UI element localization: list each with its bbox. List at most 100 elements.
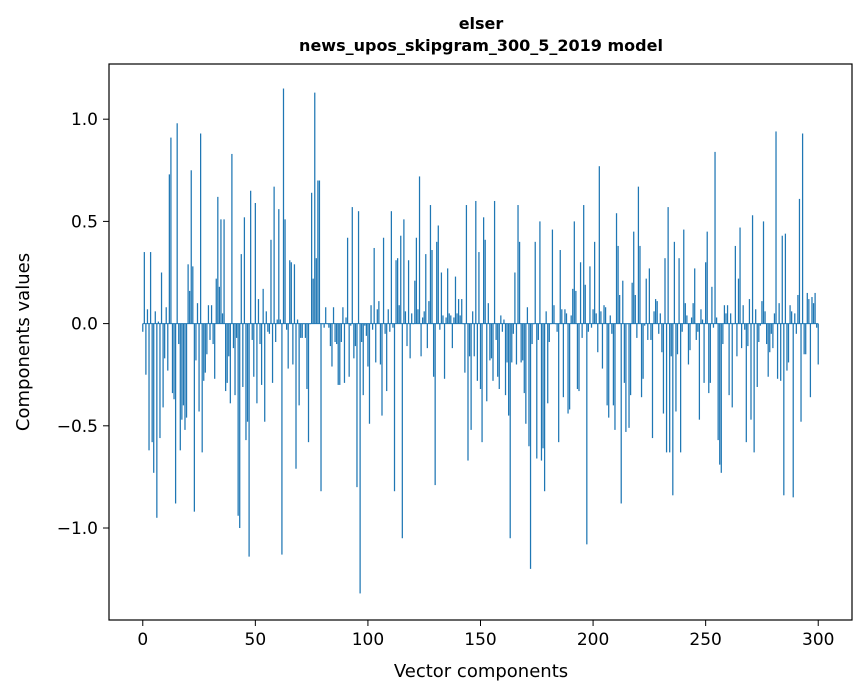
bar <box>814 292 816 324</box>
bar <box>157 321 160 324</box>
bar <box>694 268 696 324</box>
bar <box>384 323 386 334</box>
bar <box>370 305 372 324</box>
bar <box>689 323 691 351</box>
bar <box>212 323 214 345</box>
bar <box>509 323 511 539</box>
bar <box>644 323 646 326</box>
bar <box>145 323 147 375</box>
y-axis-label: Components values <box>13 253 34 431</box>
bar <box>792 323 794 498</box>
bar <box>742 305 744 324</box>
bar <box>179 323 181 451</box>
bar <box>176 123 178 324</box>
bar <box>559 250 561 324</box>
bar <box>806 292 808 324</box>
bar <box>287 323 289 369</box>
bar <box>206 323 208 355</box>
bar <box>503 319 505 324</box>
bar <box>612 323 615 406</box>
bar <box>451 323 453 349</box>
bar <box>393 323 396 492</box>
bar <box>375 323 377 363</box>
bar <box>598 166 600 324</box>
bar <box>159 323 161 439</box>
bar <box>356 323 358 488</box>
bar <box>495 323 497 340</box>
bar <box>456 313 458 324</box>
bar <box>254 203 256 324</box>
bar <box>392 323 394 328</box>
bar <box>401 323 403 539</box>
bar <box>670 323 672 357</box>
bar <box>720 323 722 473</box>
bar <box>346 237 349 324</box>
bar <box>425 254 427 324</box>
bar <box>351 207 353 324</box>
bar <box>573 221 575 324</box>
bar <box>526 307 529 324</box>
bar <box>209 323 211 340</box>
bar <box>651 323 654 439</box>
bar <box>686 315 688 324</box>
bar <box>284 219 286 324</box>
x-tick-label: 250 <box>689 630 721 650</box>
bar <box>534 241 536 324</box>
bar <box>275 323 277 342</box>
y-tick-label: −1.0 <box>57 519 98 539</box>
bar <box>234 323 236 396</box>
bar <box>440 272 443 324</box>
bar <box>589 266 591 324</box>
bar <box>759 323 761 326</box>
bar <box>636 323 638 338</box>
bar <box>601 323 604 369</box>
bar <box>504 323 507 396</box>
bar <box>542 323 544 449</box>
bar <box>784 233 787 324</box>
bar <box>340 323 342 342</box>
y-axis-ticks: −1.0 −0.5 0.0 0.5 1.0 <box>57 110 109 539</box>
bar <box>285 323 288 330</box>
bar <box>719 323 721 465</box>
bar <box>522 323 524 361</box>
bar <box>304 323 307 338</box>
bar <box>569 323 571 410</box>
bar <box>292 323 294 365</box>
bar <box>553 305 555 324</box>
bar <box>500 315 502 324</box>
bar <box>311 192 313 324</box>
bar <box>420 323 422 357</box>
bar <box>170 137 172 324</box>
bar <box>683 229 685 324</box>
bar <box>723 305 726 324</box>
bar <box>225 323 227 392</box>
x-axis-ticks: 0 50 100 150 200 250 300 <box>137 620 834 650</box>
bar <box>237 323 239 516</box>
bar <box>143 252 145 324</box>
bar <box>426 323 428 349</box>
bar <box>457 299 460 324</box>
bar <box>769 323 771 353</box>
bar <box>786 323 788 371</box>
bar <box>151 323 153 443</box>
bar <box>572 288 574 324</box>
bar <box>470 323 472 430</box>
bar <box>231 153 233 324</box>
bar <box>149 252 152 324</box>
bar <box>783 323 785 496</box>
bar <box>514 272 516 324</box>
bar <box>389 323 391 332</box>
bar <box>486 323 488 402</box>
bar <box>164 323 166 359</box>
bar <box>498 323 500 390</box>
bar <box>332 307 335 324</box>
bar <box>390 211 392 324</box>
bar <box>594 241 596 324</box>
bar <box>142 323 144 332</box>
bar <box>740 323 743 349</box>
bar <box>762 221 765 324</box>
bar <box>540 323 543 461</box>
bar <box>747 323 749 347</box>
bar <box>328 323 330 328</box>
bar <box>805 323 807 355</box>
